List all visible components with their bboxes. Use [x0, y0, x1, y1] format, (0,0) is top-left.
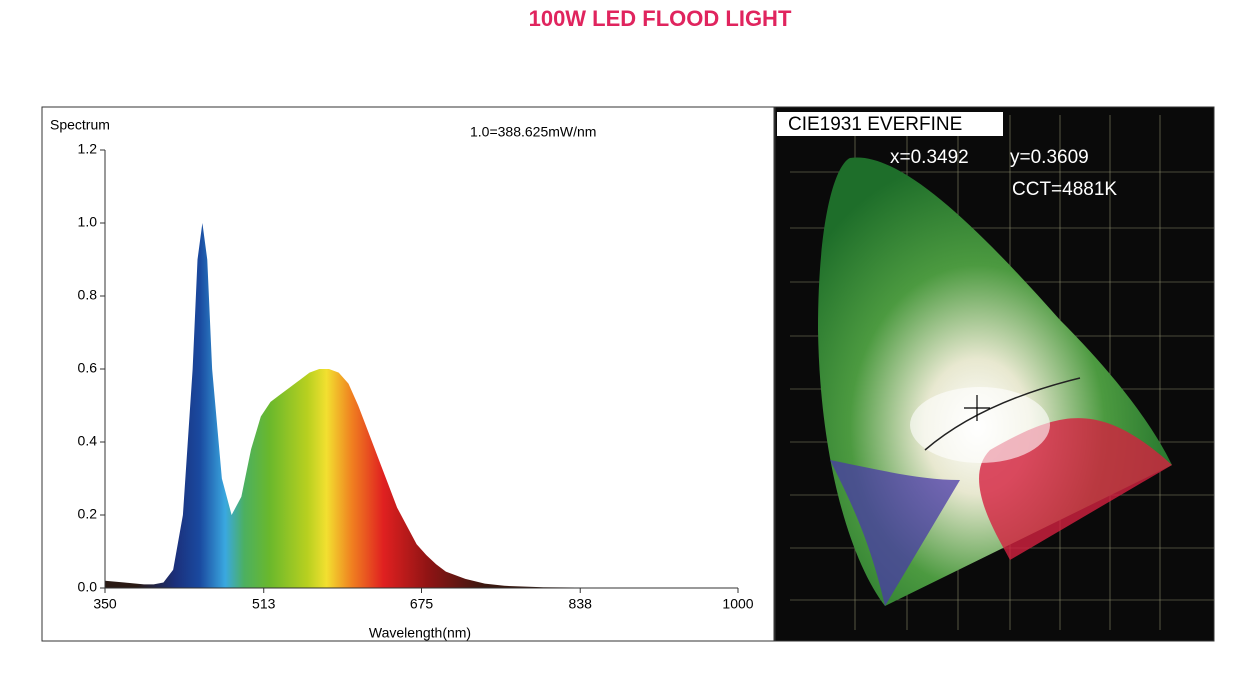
x-axis-label: Wavelength(nm) — [369, 625, 471, 641]
y-tick-label: 0.4 — [78, 433, 98, 449]
cie-cct: CCT=4881K — [1012, 179, 1117, 200]
cie-title-bg — [777, 112, 1003, 136]
cie-red-region — [979, 418, 1172, 560]
y-tick-label: 0.6 — [78, 360, 98, 376]
cie-white-region — [910, 387, 1050, 463]
annotation: 1.0=388.625mW/nm — [470, 124, 596, 140]
cie-point — [964, 395, 990, 421]
y-tick-label: 0.0 — [78, 579, 98, 595]
cie-x: x=0.3492 — [890, 147, 969, 168]
x-tick-label: 838 — [569, 596, 593, 612]
planckian-locus — [924, 377, 1081, 451]
y-tick-label: 1.0 — [78, 214, 98, 230]
y-axis-label: Spectrum — [50, 117, 110, 133]
y-tick-label: 0.8 — [78, 287, 98, 303]
spectrum-chart: 0.0 0.2 0.4 0.6 0.8 1.0 1.2 350 513 675 838 1000 — [78, 141, 754, 612]
x-tick-label: 1000 — [722, 596, 753, 612]
x-tick-label: 350 — [93, 596, 117, 612]
cie-y: y=0.3609 — [1010, 147, 1089, 168]
spectrum-area — [105, 223, 738, 588]
x-tick-label: 675 — [410, 596, 434, 612]
cie-blue-region — [830, 460, 960, 606]
x-tick-label: 513 — [252, 596, 276, 612]
page-title: 100W LED FLOOD LIGHT — [529, 6, 792, 31]
y-tick-label: 1.2 — [78, 141, 98, 157]
cie-title: CIE1931 EVERFINE — [788, 114, 962, 135]
y-tick-label: 0.2 — [78, 506, 98, 522]
